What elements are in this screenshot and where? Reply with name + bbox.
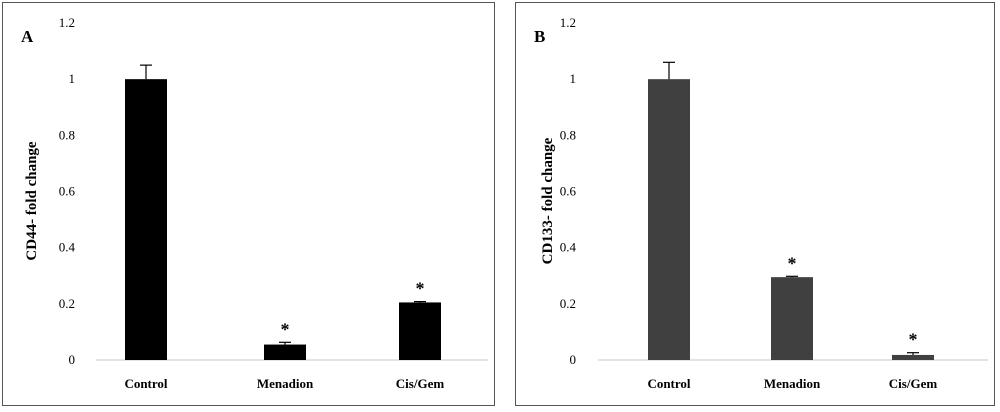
y-tick-label: 0.6: [560, 184, 577, 199]
x-category-label: Cis/Gem: [889, 376, 938, 391]
y-tick-label: 0.8: [560, 127, 576, 142]
y-tick-label: 1.2: [560, 15, 576, 30]
significance-marker: *: [788, 253, 797, 273]
chart-b-svg: B CD133- fold change 0 0.2 0.4 0.6 0.8 1 1.2 Cont…: [534, 15, 988, 391]
x-category-label: Control: [647, 376, 690, 391]
significance-marker: *: [416, 279, 425, 299]
panel-label: B: [534, 27, 545, 46]
x-category-label: Control: [124, 376, 167, 391]
y-tick-label: 1: [570, 71, 577, 86]
x-category-label: Menadion: [764, 376, 821, 391]
y-tick-label: 0.4: [560, 240, 577, 255]
y-tick-label: 0.8: [59, 127, 75, 142]
chart-a-svg: A CD44- fold change 0 0.2 0.4 0.6 0.8 1 1.2 Contr…: [21, 15, 488, 391]
y-tick-label: 0.4: [59, 240, 76, 255]
y-tick-label: 0.2: [59, 296, 75, 311]
x-category-label: Cis/Gem: [396, 376, 445, 391]
y-tick-label: 1.2: [59, 15, 75, 30]
y-axis-label: CD44- fold change: [24, 141, 40, 261]
panel-label: A: [21, 27, 34, 46]
significance-marker: *: [281, 319, 290, 339]
bar: [648, 79, 690, 361]
bar: [771, 277, 813, 360]
y-tick-label: 1: [69, 71, 76, 86]
significance-marker: *: [909, 330, 918, 350]
x-category-label: Menadion: [257, 376, 314, 391]
y-tick-label: 0: [570, 352, 577, 367]
bar: [399, 302, 441, 360]
y-axis-label: CD133- fold change: [540, 137, 556, 264]
bar: [892, 354, 934, 360]
y-tick-label: 0: [69, 352, 76, 367]
chart-panel-b: B CD133- fold change 0 0.2 0.4 0.6 0.8 1 1.2 Cont…: [515, 2, 995, 406]
bar: [264, 344, 306, 360]
y-tick-label: 0.6: [59, 184, 76, 199]
bar: [125, 79, 167, 361]
y-tick-label: 0.2: [560, 296, 576, 311]
chart-panel-a: A CD44- fold change 0 0.2 0.4 0.6 0.8 1 1.2 Contr…: [2, 2, 495, 406]
